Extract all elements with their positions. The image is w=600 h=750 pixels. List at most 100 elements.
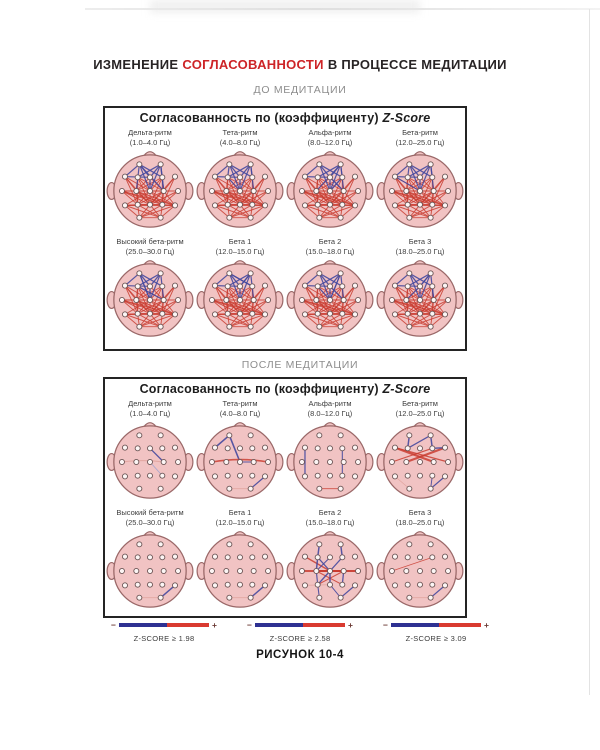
electrode-dot	[160, 297, 167, 303]
electrode-dot	[316, 485, 323, 492]
electrode-dot	[159, 445, 166, 452]
electrode-dot	[430, 188, 437, 194]
electrode-dot	[327, 459, 333, 465]
head-rhythm-name: Бета 1	[228, 508, 252, 517]
electrode-dot	[352, 202, 358, 209]
legend-item: − + Z-SCORE ≥ 1.98	[111, 621, 217, 643]
head-cell: Высокий бета-ритм (25.0–30.0 Гц)	[105, 505, 195, 614]
electrode-dot	[442, 202, 448, 209]
electrode-dot	[212, 444, 218, 451]
electrode-dot	[406, 485, 413, 492]
electrode-dot	[157, 214, 164, 221]
electrode-dot	[417, 174, 423, 181]
electrode-dot	[298, 188, 305, 194]
electrode-dot	[212, 553, 218, 560]
electrode-dot	[327, 472, 333, 479]
electrode-dot	[147, 201, 153, 208]
electrode-dot	[427, 214, 434, 221]
head-label: Бета-ритм (12.0–25.0 Гц)	[396, 128, 445, 148]
electrode-dot	[172, 282, 178, 289]
electrode-dot	[298, 297, 305, 303]
electrode-dot	[247, 323, 254, 330]
electrode-dot	[122, 311, 128, 318]
electrode-dot	[265, 568, 272, 574]
electrode-dot	[223, 188, 230, 194]
electrode-dot	[302, 553, 308, 560]
electrode-dot	[133, 459, 140, 465]
head-cell: Дельта-ритм (1.0–4.0 Гц)	[105, 396, 195, 505]
electrode-dot	[237, 554, 243, 561]
head-label: Бета-ритм (12.0–25.0 Гц)	[396, 399, 445, 419]
head-frequency-range: (4.0–8.0 Гц)	[219, 408, 261, 418]
head-label: Бета 2 (15.0–18.0 Гц)	[306, 508, 355, 528]
electrode-dot	[298, 459, 305, 465]
electrode-dot	[208, 568, 215, 574]
electrode-dot	[262, 202, 268, 209]
electrode-dot	[340, 188, 347, 194]
electrode-dot	[136, 214, 143, 221]
electrode-dot	[429, 283, 436, 290]
electrodes	[208, 270, 272, 330]
electrode-dot	[175, 297, 182, 303]
head-frequency-range: (4.0–8.0 Гц)	[219, 137, 261, 147]
electrode-dot	[430, 297, 437, 303]
legend-item: − + Z-SCORE ≥ 2.58	[247, 621, 353, 643]
electrode-dot	[403, 459, 410, 465]
head-label: Высокий бета-ритм (25.0–30.0 Гц)	[116, 508, 183, 528]
electrode-dot	[430, 459, 437, 465]
section-label-after: ПОСЛЕ МЕДИТАЦИИ	[241, 359, 359, 371]
head-rhythm-name: Бета 3	[408, 237, 432, 246]
zscore-legend: − + Z-SCORE ≥ 1.98 − + Z-SCORE ≥ 2.58 − …	[0, 621, 600, 643]
coherence-edges	[228, 584, 266, 599]
electrode-dot	[327, 188, 333, 194]
electrode-dot	[406, 541, 413, 548]
head-grid-before: Дельта-ритм (1.0–4.0 Гц) Тета-ритм (4.0–8.0…	[105, 125, 465, 343]
electrode-dot	[237, 459, 243, 465]
electrode-dot	[122, 282, 128, 289]
head-cell: Альфа-ритм (8.0–12.0 Гц)	[285, 125, 375, 234]
electrode-dot	[445, 568, 452, 574]
electrode-dot	[327, 201, 333, 208]
electrode-dot	[417, 188, 423, 194]
electrode-dot	[302, 444, 308, 451]
electrode-dot	[404, 472, 411, 479]
electrode-dot	[406, 161, 413, 168]
electrode-dot	[172, 202, 178, 209]
head-map-svg	[376, 260, 464, 337]
legend-bar-row: − +	[247, 621, 353, 630]
electrode-dot	[427, 594, 434, 601]
electrode-dot	[337, 541, 344, 548]
electrode-dot	[337, 594, 344, 601]
head-frequency-range: (18.0–25.0 Гц)	[395, 517, 445, 527]
electrode-dot	[262, 473, 268, 480]
head-cell: Бета-ритм (12.0–25.0 Гц)	[375, 125, 465, 234]
head-map-svg	[196, 260, 284, 337]
electrode-dot	[159, 554, 166, 561]
electrode-dot	[136, 161, 143, 168]
panel-title: Согласованность по (коэффициенту) Z-Scor…	[105, 111, 465, 125]
electrode-dot	[302, 282, 308, 289]
head-map-svg	[106, 151, 194, 228]
panel-title: Согласованность по (коэффициенту) Z-Scor…	[105, 382, 465, 396]
electrode-dot	[406, 432, 413, 439]
minus-sign: −	[383, 620, 388, 630]
electrode-dot	[388, 568, 395, 574]
electrode-dot	[337, 214, 344, 221]
electrode-dot	[147, 283, 153, 290]
electrode-dot	[417, 472, 423, 479]
head-cell: Бета 2 (15.0–18.0 Гц)	[285, 505, 375, 614]
electrode-dot	[430, 568, 437, 574]
electrode-dot	[427, 270, 434, 277]
electrode-dot	[212, 582, 218, 589]
head-cell: Высокий бета-ритм (25.0–30.0 Гц)	[105, 234, 195, 343]
electrode-dot	[237, 568, 243, 574]
head-label: Бета 2 (15.0–18.0 Гц)	[306, 237, 355, 257]
electrode-dot	[226, 594, 233, 601]
head-map-svg	[196, 531, 284, 608]
electrode-dot	[157, 541, 164, 548]
electrode-dot	[247, 161, 254, 168]
legend-bar-red	[438, 623, 482, 628]
electrode-dot	[122, 553, 128, 560]
electrodes	[118, 541, 182, 601]
head-map-svg	[196, 422, 284, 499]
